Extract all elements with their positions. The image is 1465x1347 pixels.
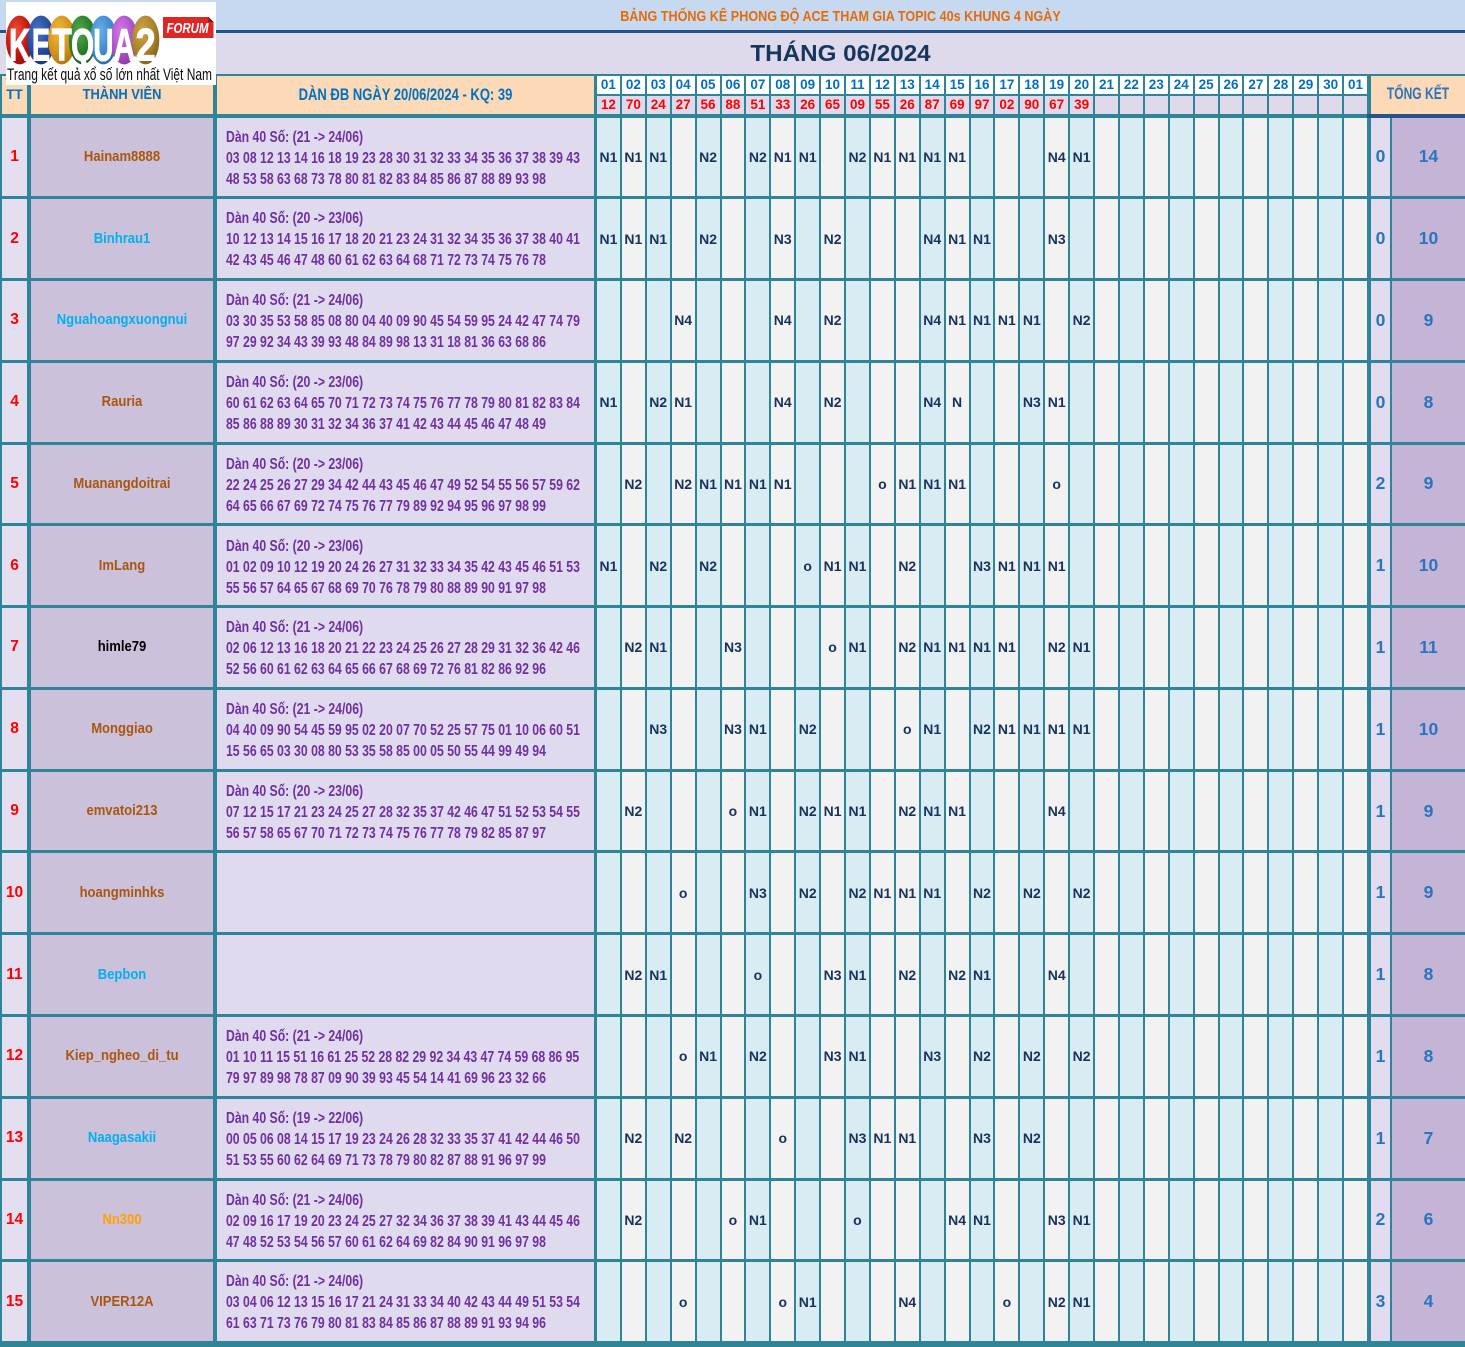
svg-text:2: 2 <box>136 20 156 71</box>
svg-text:U: U <box>93 20 113 71</box>
svg-text:A: A <box>113 20 135 71</box>
svg-text:Trang kết quả xổ số lớn nhất V: Trang kết quả xổ số lớn nhất Việt Nam <box>7 65 212 84</box>
svg-text:T: T <box>52 20 72 71</box>
svg-text:K: K <box>9 20 30 71</box>
svg-text:E: E <box>32 20 50 71</box>
svg-text:Q: Q <box>71 20 94 71</box>
svg-text:FORUM: FORUM <box>167 21 210 37</box>
